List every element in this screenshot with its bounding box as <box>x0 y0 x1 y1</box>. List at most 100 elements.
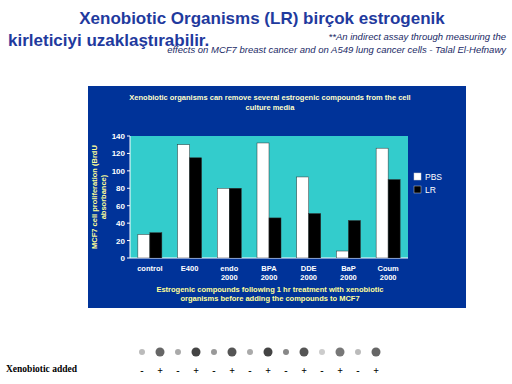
text-line: 2000 <box>261 273 278 282</box>
text-line: Xenobiotic organisms can remove several … <box>129 93 410 102</box>
bars <box>138 143 400 258</box>
y-tick <box>127 188 130 189</box>
legend-swatch <box>414 186 421 193</box>
y-tick <box>127 153 130 154</box>
bar <box>138 234 150 258</box>
footer-label: Xenobiotic added <box>6 364 78 374</box>
text-line: E400 <box>181 264 199 273</box>
bar <box>178 145 190 258</box>
y-tick-label: 40 <box>116 219 125 228</box>
bar <box>190 158 202 258</box>
blot-dot <box>355 349 361 355</box>
note: **An indirect assay through measuring th… <box>329 31 506 42</box>
blot-dot <box>211 349 217 355</box>
legend-swatch <box>414 173 421 180</box>
sign: - <box>248 365 251 376</box>
blot-dot <box>336 348 345 357</box>
bar <box>217 188 229 258</box>
bar <box>229 188 241 258</box>
x-tick-label: BaP2000 <box>340 264 357 282</box>
legend-label: LR <box>425 185 436 195</box>
text-line: 2000 <box>380 273 397 282</box>
blot-dot <box>228 348 237 357</box>
text-line: 2000 <box>340 273 357 282</box>
y-tick-label: 100 <box>112 167 126 176</box>
blot-dot <box>372 348 381 357</box>
y-tick <box>127 205 130 206</box>
blot-dot <box>264 348 273 357</box>
x-axis-label: Estrogenic compounds following 1 hr trea… <box>156 285 383 303</box>
blot-dot <box>175 349 181 355</box>
sign: - <box>284 365 287 376</box>
legend-label: PBS <box>425 172 442 182</box>
x-tick-label: control <box>137 264 162 273</box>
sign: - <box>212 365 215 376</box>
chart-title: Xenobiotic organisms can remove several … <box>129 93 410 112</box>
x-tick-label: Coum2000 <box>378 264 400 282</box>
x-tick-label: E400 <box>181 264 199 273</box>
x-tick-label: endo2000 <box>220 264 238 282</box>
text-line: culture media <box>246 103 296 112</box>
blot-dot <box>247 349 253 355</box>
text-line: BaP <box>341 264 356 273</box>
sign: + <box>373 365 379 376</box>
sign: + <box>193 365 199 376</box>
blot-dot <box>319 349 325 355</box>
page: Xenobiotic Organisms (LR) birçok estroge… <box>0 0 512 384</box>
bar <box>297 177 309 258</box>
note: effects on MCF7 breast cancer and on A54… <box>167 44 507 55</box>
text-line: Estrogenic compounds following 1 hr trea… <box>156 285 383 294</box>
y-axis <box>130 136 131 258</box>
text-line: control <box>137 264 162 273</box>
y-tick <box>127 170 130 171</box>
text-line: DDE <box>301 264 317 273</box>
y-tick-label: 60 <box>116 202 125 211</box>
blot-dot <box>139 349 145 355</box>
chart-background <box>88 86 466 308</box>
sign: - <box>356 365 359 376</box>
background <box>0 0 512 384</box>
y-tick-label: 0 <box>121 254 126 263</box>
y-tick-label: 140 <box>112 132 126 141</box>
y-tick <box>127 240 130 241</box>
blot-dot <box>300 348 309 357</box>
bar <box>388 180 400 258</box>
sign: + <box>337 365 343 376</box>
y-axis-label-line: MCF7 cell proliferation (BrdU <box>90 145 99 249</box>
page-title: Xenobiotic Organisms (LR) birçok estroge… <box>79 9 445 28</box>
sign: - <box>140 365 143 376</box>
x-tick-label: BPA2000 <box>261 264 278 282</box>
sign: - <box>176 365 179 376</box>
text-line: endo <box>220 264 238 273</box>
bar <box>257 143 269 258</box>
y-tick-label: 20 <box>116 237 125 246</box>
text-line: BPA <box>261 264 277 273</box>
sign: + <box>265 365 271 376</box>
text-line: organisms before adding the compounds to… <box>180 294 359 303</box>
sign: + <box>157 365 163 376</box>
sign: + <box>301 365 307 376</box>
y-tick-label: 120 <box>112 149 126 158</box>
bar <box>150 233 162 258</box>
y-tick <box>127 136 130 137</box>
text-line: Coum <box>378 264 400 273</box>
y-axis-label: MCF7 cell proliferation (BrdUabsorbance) <box>90 145 108 249</box>
bar <box>376 148 388 258</box>
bar <box>309 214 321 258</box>
blot-dot <box>156 348 165 357</box>
bar <box>348 221 360 258</box>
text-line: 2000 <box>221 273 238 282</box>
blot-dot <box>192 348 201 357</box>
sign: + <box>229 365 235 376</box>
x-tick-label: DDE2000 <box>300 264 317 282</box>
blot-dot <box>283 349 289 355</box>
plot-area <box>130 136 408 258</box>
sign: - <box>320 365 323 376</box>
y-tick-label: 80 <box>116 184 125 193</box>
y-axis-label-line: absorbance) <box>99 174 108 219</box>
y-tick <box>127 223 130 224</box>
y-tick <box>127 258 130 259</box>
text-line: 2000 <box>300 273 317 282</box>
bar <box>269 218 281 258</box>
bar <box>336 251 348 258</box>
